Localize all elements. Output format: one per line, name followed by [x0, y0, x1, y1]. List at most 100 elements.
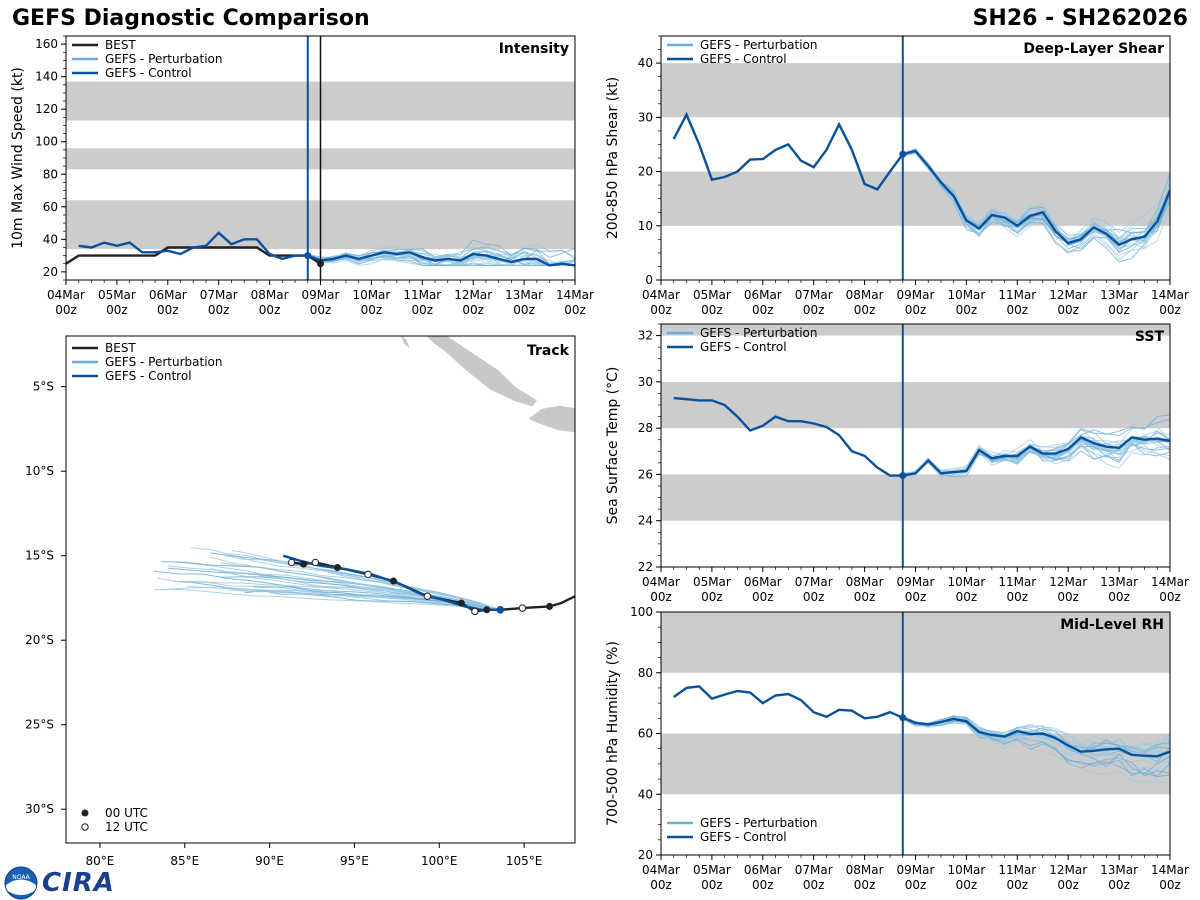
legend-label-00utc: 00 UTC	[105, 806, 148, 820]
y-tick-label: 24	[638, 514, 653, 528]
x-tick-label: 11Mar	[998, 288, 1036, 302]
x-tick-sublabel: 00z	[701, 878, 723, 892]
x-tick-sublabel: 00z	[956, 590, 978, 604]
x-tick-label: 95°E	[340, 854, 369, 868]
shaded-band	[661, 324, 1170, 336]
x-tick-sublabel: 00z	[956, 878, 978, 892]
panel-rh: 2040608010004Mar00z05Mar00z06Mar00z07Mar…	[605, 605, 1189, 892]
x-tick-sublabel: 00z	[905, 303, 927, 317]
x-tick-label: 08Mar	[846, 288, 884, 302]
legend-label-control: GEFS - Control	[105, 369, 192, 383]
perturbation-track	[161, 561, 501, 611]
panel-title: Track	[527, 343, 570, 359]
x-tick-sublabel: 00z	[1057, 590, 1079, 604]
x-tick-sublabel: 00z	[803, 303, 825, 317]
x-tick-label: 12Mar	[1049, 575, 1087, 589]
x-tick-sublabel: 00z	[854, 590, 876, 604]
y-tick-label: 20	[638, 848, 653, 862]
x-tick-sublabel: 00z	[1057, 303, 1079, 317]
x-tick-sublabel: 00z	[1108, 878, 1130, 892]
panel-title: Intensity	[499, 41, 569, 57]
y-tick-label: 26	[638, 467, 653, 481]
x-tick-label: 10Mar	[947, 575, 985, 589]
y-tick-label: 20	[43, 265, 58, 279]
x-tick-sublabel: 00z	[1007, 878, 1029, 892]
x-tick-sublabel: 00z	[905, 590, 927, 604]
perturbation-track	[209, 556, 501, 611]
map-area	[153, 336, 575, 616]
x-tick-label: 08Mar	[251, 288, 289, 302]
axes-frame	[65, 335, 576, 844]
shaded-band	[661, 474, 1170, 521]
x-tick-label: 08Mar	[846, 575, 884, 589]
panel-track: 80°E 85°E 90°E 95°E 100°E 105°E 5°S 10°S 15°S 20°…	[25, 335, 576, 868]
legend-label-control: GEFS - Control	[700, 52, 787, 66]
y-tick-label: 80	[638, 666, 653, 680]
perturbation-track	[160, 586, 501, 611]
x-tick-sublabel: 00z	[157, 303, 179, 317]
perturbation-member-line	[902, 426, 1170, 478]
y-tick-label: 140	[35, 70, 58, 84]
x-tick-sublabel: 00z	[701, 590, 723, 604]
x-tick-label: 08Mar	[846, 863, 884, 877]
y-tick-label: 15°S	[25, 549, 54, 563]
legend-label-best: BEST	[105, 341, 136, 355]
x-tick-label: 10Mar	[947, 288, 985, 302]
x-tick-label: 80°E	[86, 854, 115, 868]
x-tick-sublabel: 00z	[1159, 590, 1181, 604]
legend-label-best: BEST	[105, 38, 136, 52]
x-tick-sublabel: 00z	[956, 303, 978, 317]
y-axis-label: 10m Max Wind Speed (kt)	[10, 67, 26, 249]
control-init-point	[899, 472, 907, 480]
y-tick-label: 10°S	[25, 464, 54, 478]
x-tick-label: 07Mar	[795, 863, 833, 877]
x-tick-sublabel: 00z	[259, 303, 281, 317]
control-line	[673, 685, 1170, 758]
x-tick-sublabel: 00z	[106, 303, 128, 317]
x-tick-label: 05Mar	[693, 863, 731, 877]
x-tick-label: 09Mar	[897, 863, 935, 877]
y-tick-label: 120	[35, 102, 58, 116]
control-line	[78, 231, 575, 267]
panel-sst: 22242628303204Mar00z05Mar00z06Mar00z07Ma…	[605, 323, 1189, 604]
x-tick-label: 14Mar	[556, 288, 594, 302]
x-tick-label: 06Mar	[744, 863, 782, 877]
noaa-logo-text: NOAA	[12, 874, 30, 881]
x-tick-sublabel: 00z	[462, 303, 484, 317]
y-tick-label: 100	[630, 605, 653, 619]
plot-area	[661, 63, 1170, 263]
y-tick-label: 160	[35, 37, 58, 51]
best-00utc-marker	[389, 577, 397, 585]
best-12utc-marker	[364, 570, 372, 578]
legend-label-control: GEFS - Control	[700, 340, 787, 354]
x-tick-label: 85°E	[170, 854, 199, 868]
x-tick-label: 07Mar	[200, 288, 238, 302]
panel-title: Mid-Level RH	[1060, 617, 1164, 633]
x-tick-sublabel: 00z	[1108, 590, 1130, 604]
legend-label-perturbation: GEFS - Perturbation	[105, 52, 222, 66]
x-tick-label: 100°E	[421, 854, 458, 868]
x-tick-label: 11Mar	[403, 288, 441, 302]
best-point	[317, 260, 324, 268]
x-tick-label: 04Mar	[642, 288, 680, 302]
x-tick-sublabel: 00z	[1159, 878, 1181, 892]
legend-label-perturbation: GEFS - Perturbation	[105, 355, 222, 369]
y-tick-label: 80	[43, 167, 58, 181]
x-tick-label: 07Mar	[795, 575, 833, 589]
y-tick-label: 40	[43, 232, 58, 246]
y-tick-label: 100	[35, 135, 58, 149]
y-tick-label: 20°S	[25, 633, 54, 647]
best-12utc-marker	[471, 607, 479, 616]
panel-intensity: 2040608010012014016004Mar00z05Mar00z06Ma…	[10, 35, 594, 317]
x-tick-sublabel: 00z	[854, 303, 876, 317]
y-tick-label: 60	[43, 200, 58, 214]
x-tick-label: 13Mar	[1100, 575, 1138, 589]
x-tick-label: 06Mar	[744, 288, 782, 302]
logo: NOAA CIRA	[4, 866, 115, 900]
perturbation-member-line	[307, 247, 575, 266]
x-tick-label: 12Mar	[454, 288, 492, 302]
legend-label-control: GEFS - Control	[700, 830, 787, 844]
control-start-marker	[496, 605, 505, 614]
x-tick-sublabel: 00z	[650, 878, 672, 892]
